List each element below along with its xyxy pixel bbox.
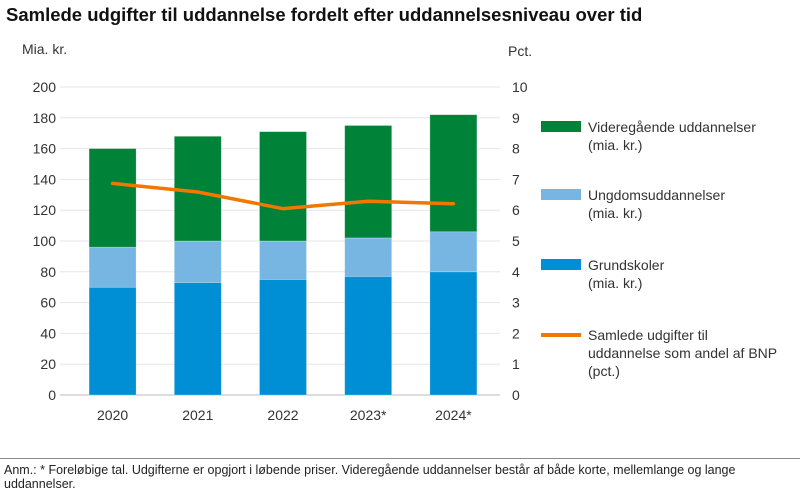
y2-tick-label: 10 [512, 79, 528, 95]
y2-tick-label: 5 [512, 233, 520, 249]
bar-segment [344, 276, 393, 396]
bar-segment [88, 286, 137, 396]
y-tick-label: 200 [33, 79, 57, 95]
y2-tick-label: 0 [512, 387, 520, 403]
bar-segment [259, 131, 307, 242]
legend-swatch [541, 121, 581, 132]
y2-tick-label: 6 [512, 202, 520, 218]
y-tick-label: 100 [33, 233, 57, 249]
y2-tick-label: 7 [512, 171, 520, 187]
y-tick-label: 40 [40, 325, 56, 341]
bar-segment [429, 271, 478, 396]
y-tick-label: 80 [40, 264, 56, 280]
y-tick-label: 140 [33, 171, 57, 187]
y2-tick-label: 2 [512, 325, 520, 341]
bar-segment [259, 240, 307, 280]
legend-swatch [541, 259, 581, 270]
y2-tick-label: 4 [512, 264, 520, 280]
bar-segment [173, 282, 222, 396]
bar-segment [344, 237, 393, 277]
y2-tick-label: 9 [512, 110, 520, 126]
y-tick-label: 60 [40, 295, 56, 311]
y2-axis-label: Pct. [508, 43, 532, 59]
y-tick-label: 120 [33, 202, 57, 218]
bar-segment [429, 114, 478, 233]
chart-title: Samlede udgifter til uddannelse fordelt … [6, 4, 643, 25]
legend-label: Grundskoler (mia. kr.) [588, 257, 665, 291]
y-tick-label: 20 [40, 356, 56, 372]
x-tick-label: 2024* [435, 407, 472, 423]
x-tick-label: 2020 [97, 407, 128, 423]
y-tick-label: 160 [33, 141, 57, 157]
legend-swatch [541, 189, 581, 200]
footnote: Anm.: * Foreløbige tal. Udgifterne er op… [4, 463, 736, 491]
y2-tick-label: 3 [512, 295, 520, 311]
y-axis-label: Mia. kr. [22, 41, 67, 57]
legend-swatch [541, 333, 581, 337]
legend-label: Samlede udgifter til uddannelse som ande… [588, 327, 778, 379]
y2-tick-label: 1 [512, 356, 520, 372]
bar-segment [344, 125, 393, 239]
bar-segment [259, 279, 307, 396]
line-series [110, 181, 456, 211]
bar-segment [88, 246, 137, 288]
y-tick-label: 0 [48, 387, 56, 403]
legend-label: Videregående uddannelser (mia. kr.) [588, 119, 756, 153]
bar-segment [173, 240, 222, 283]
chart: 0 20 40 60 80 100 120 140 160 180 200 0 1 2 3 4 5 6 7 8 9 10 M… [22, 41, 532, 423]
x-tick-label: 2021 [182, 407, 213, 423]
legend-label: Ungdomsuddannelser (mia. kr.) [588, 187, 725, 221]
y-tick-label: 180 [33, 110, 57, 126]
bar-segment [88, 148, 137, 248]
bar-segment [173, 135, 222, 242]
x-tick-label: 2023* [350, 407, 387, 423]
bar-segment [429, 231, 478, 273]
y2-tick-label: 8 [512, 141, 520, 157]
x-tick-label: 2022 [267, 407, 298, 423]
divider [0, 458, 800, 459]
